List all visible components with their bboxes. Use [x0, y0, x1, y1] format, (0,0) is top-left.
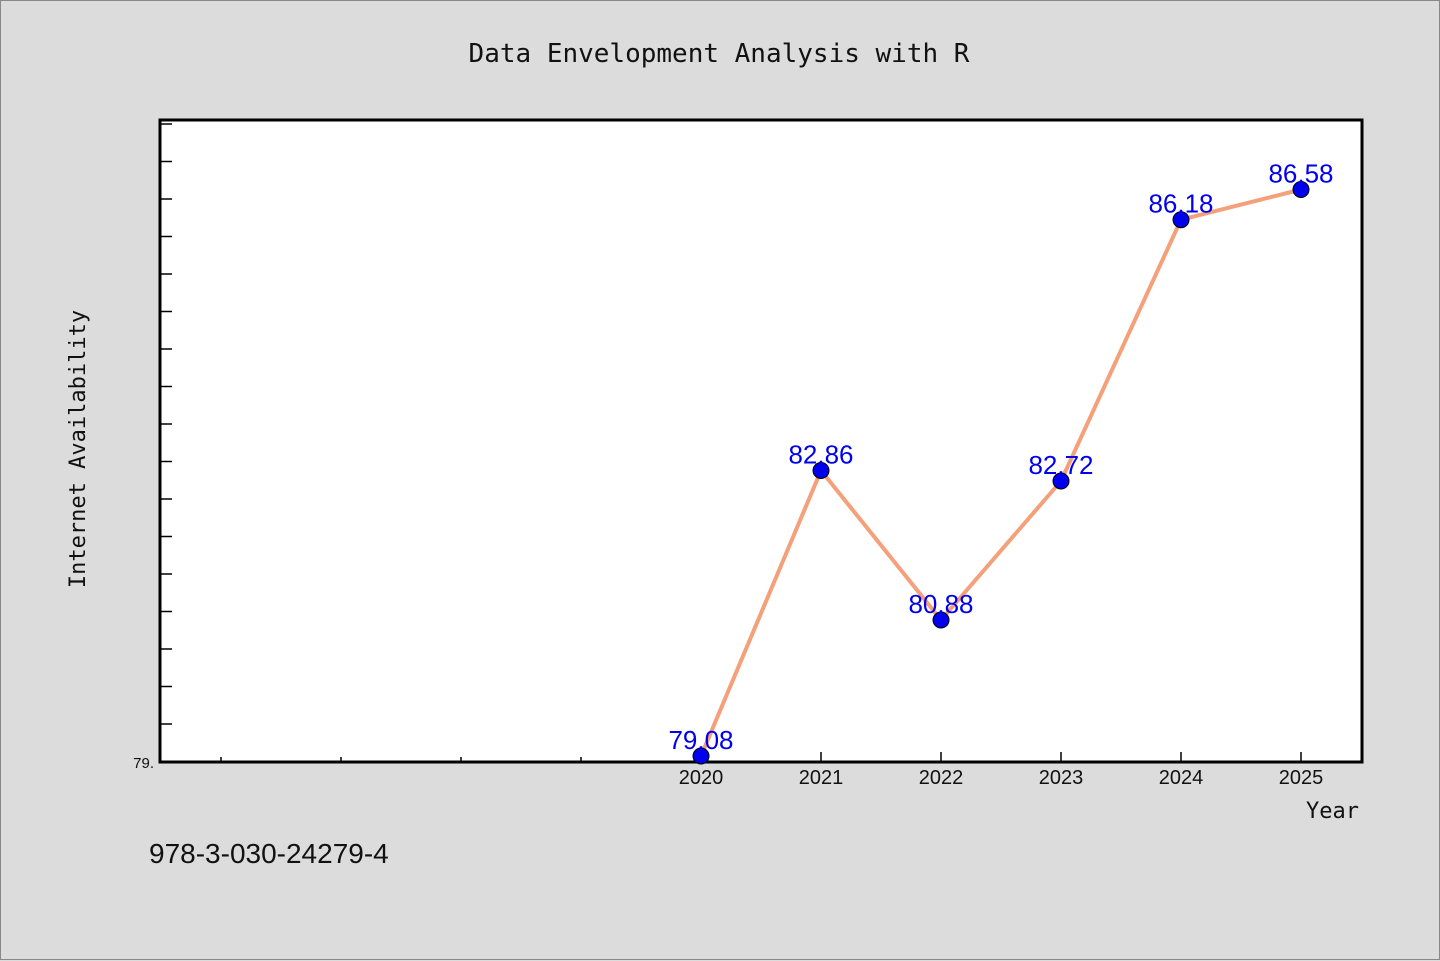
data-point: [692, 747, 710, 765]
data-point: [1292, 181, 1310, 198]
chart-title: Data Envelopment Analysis with R: [469, 39, 970, 69]
series-line: [699, 187, 1302, 757]
y-tick-label: 79.: [133, 755, 154, 772]
x-tick-label: 2025: [1279, 767, 1324, 789]
data-point: [1172, 211, 1190, 229]
x-tick-label: 2023: [1039, 767, 1084, 789]
x-axis-label: Year: [1306, 799, 1359, 824]
data-point: [932, 611, 950, 629]
data-point: [1052, 472, 1070, 490]
data-label: 82.86: [788, 440, 853, 470]
data-point: [812, 462, 830, 479]
data-label: 86.18: [1148, 189, 1213, 219]
data-label: 80.88: [908, 589, 973, 619]
series-layer: 79.08 82.86 80.88 82.72 86.18 86.58: [668, 159, 1334, 765]
footnote: 978-3-030-24279-4: [149, 838, 389, 869]
x-tick-label: 2022: [919, 767, 964, 789]
data-label: 79.08: [668, 725, 733, 755]
y-axis-label: Internet Availability: [66, 310, 91, 588]
x-tick-label: 2021: [799, 767, 844, 789]
x-tick-label: 2024: [1159, 767, 1204, 789]
x-axis-ticks: 2020 2021 2022 2023 2024 2025: [220, 752, 1324, 789]
data-label: 82.72: [1028, 450, 1093, 480]
plot-area: [158, 118, 1364, 764]
data-label: 86.58: [1268, 159, 1333, 189]
x-tick-label: 2020: [679, 767, 724, 789]
y-axis-ticks: [160, 123, 172, 725]
